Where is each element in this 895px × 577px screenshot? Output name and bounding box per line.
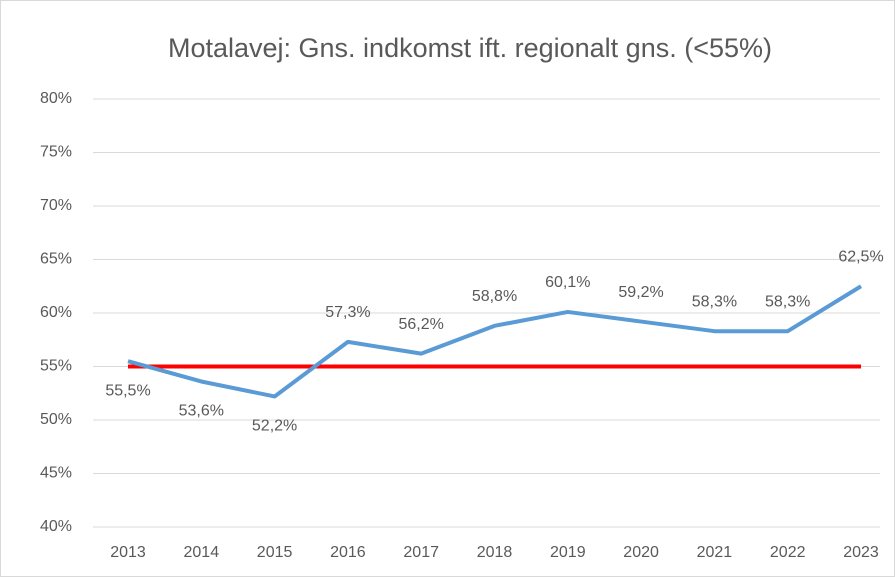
x-tick-label: 2020 [623, 544, 659, 561]
x-tick-label: 2014 [184, 544, 220, 561]
y-tick-label: 45% [40, 465, 72, 482]
data-label: 62,5% [838, 248, 883, 265]
data-label: 56,2% [399, 316, 444, 333]
y-tick-label: 80% [40, 90, 72, 107]
data-label: 58,3% [765, 293, 810, 310]
data-label: 59,2% [618, 284, 663, 301]
data-line [127, 284, 863, 399]
x-tick-label: 2013 [110, 544, 146, 561]
y-tick-label: 55% [40, 358, 72, 375]
y-tick-label: 65% [40, 251, 72, 268]
y-tick-label: 70% [40, 197, 72, 214]
data-label: 53,6% [179, 403, 224, 420]
x-tick-label: 2016 [330, 544, 366, 561]
x-tick-label: 2023 [843, 544, 879, 561]
y-tick-label: 50% [40, 411, 72, 428]
x-tick-label: 2018 [477, 544, 513, 561]
chart-title: Motalavej: Gns. indkomst ift. regionalt … [168, 33, 772, 63]
data-label: 52,2% [252, 418, 297, 435]
data-label: 55,5% [105, 382, 150, 399]
x-tick-label: 2021 [697, 544, 733, 561]
data-label: 58,3% [692, 293, 737, 310]
y-tick-label: 40% [40, 518, 72, 535]
y-tick-label: 60% [40, 304, 72, 321]
x-tick-label: 2022 [770, 544, 806, 561]
x-tick-label: 2015 [257, 544, 293, 561]
x-tick-label: 2019 [550, 544, 586, 561]
x-tick-label: 2017 [403, 544, 439, 561]
data-label: 58,8% [472, 288, 517, 305]
y-tick-label: 75% [40, 144, 72, 161]
data-label: 60,1% [545, 274, 590, 291]
data-label: 57,3% [325, 304, 370, 321]
